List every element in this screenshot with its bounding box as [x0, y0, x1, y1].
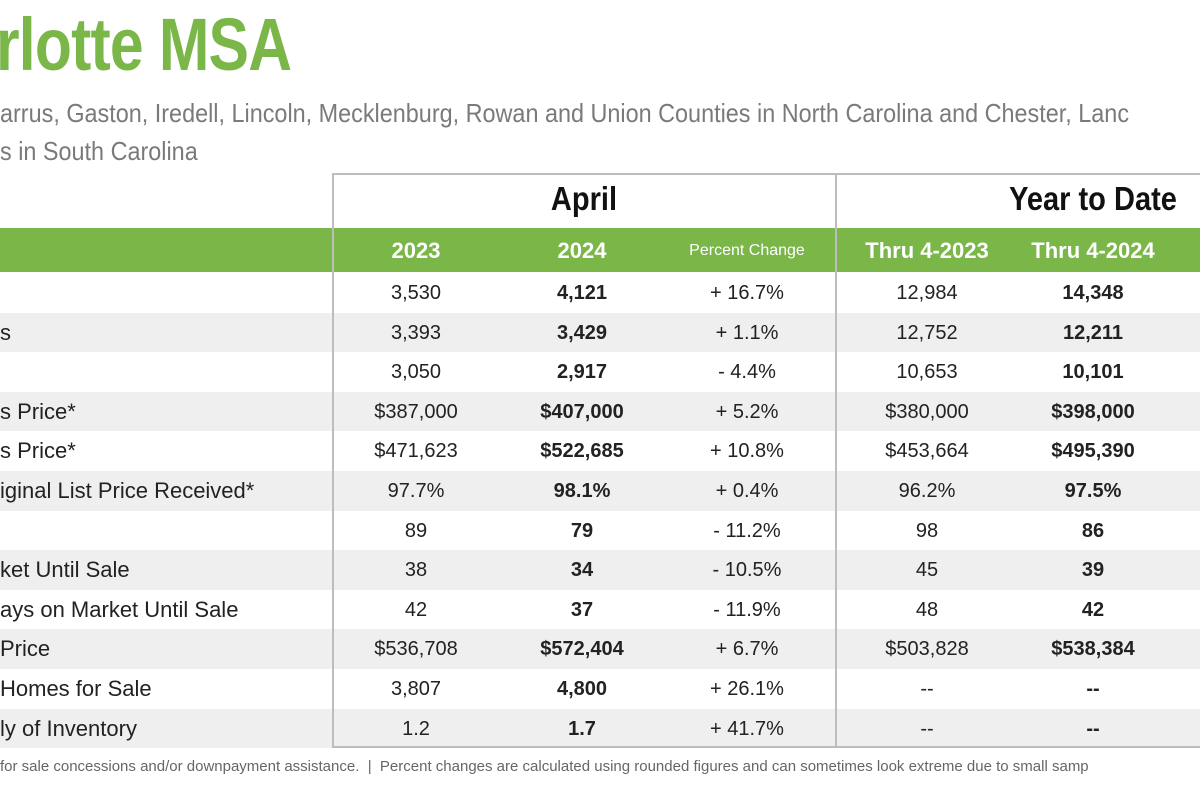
cell: + 26.1%: [710, 678, 784, 700]
cell: $387,000: [374, 400, 458, 423]
cell: + 5.2%: [715, 400, 779, 423]
cell: 1.7: [568, 717, 596, 740]
row: [0, 352, 1200, 392]
footer: for sale concessions and/or downpayment …: [0, 758, 1089, 775]
cell: $407,000: [540, 400, 624, 423]
cell: 79: [570, 519, 594, 542]
header-band: [0, 228, 1200, 272]
cell: 4,121: [556, 282, 608, 304]
cell: --: [920, 717, 934, 740]
cell: - 11.9%: [713, 598, 781, 621]
cell: + 6.7%: [715, 638, 779, 661]
group-header: April: [550, 180, 618, 217]
cell: 3,050: [390, 361, 442, 384]
cell: $538,384: [1051, 638, 1135, 661]
row: [0, 550, 1200, 590]
cell: 2,917: [556, 361, 608, 384]
cell: 10,101: [1062, 361, 1124, 384]
cell: 3,807: [390, 678, 442, 700]
cell: 3,429: [556, 321, 608, 344]
table-border: [332, 746, 1200, 748]
cell: $536,708: [374, 638, 458, 661]
cell: 34: [570, 559, 594, 582]
cell: 98: [915, 519, 939, 542]
cell: 97.5%: [1064, 480, 1122, 502]
subtitle: arrus, Gaston, Iredell, Lincoln, Mecklen…: [0, 98, 1130, 128]
cell: 37: [570, 598, 594, 621]
cell: 38: [404, 559, 428, 582]
cell: - 11.2%: [713, 519, 781, 542]
cell: 12,984: [896, 282, 958, 304]
group-header: Year to Date: [1009, 180, 1177, 217]
cell: 42: [1081, 598, 1105, 621]
cell: - 10.5%: [712, 559, 782, 582]
row: [0, 391, 1200, 432]
row-label: s Price*: [0, 398, 76, 424]
cell: 12,752: [896, 321, 958, 344]
cell: 98.1%: [553, 480, 611, 502]
row-label: s: [0, 319, 11, 345]
cell: --: [920, 678, 934, 700]
row-label: ly of Inventory: [0, 715, 137, 741]
cell: 39: [1081, 559, 1105, 582]
row: [0, 312, 1200, 353]
cell: $503,828: [885, 638, 969, 661]
cell: + 16.7%: [710, 282, 784, 304]
column-header: Thru 4-2024: [1031, 238, 1155, 263]
cell: + 41.7%: [710, 717, 784, 740]
column-header: Percent Change: [689, 242, 805, 259]
row-label: Price: [0, 636, 51, 662]
cell: $453,664: [885, 440, 969, 463]
cell: $380,000: [885, 400, 969, 423]
subtitle: s in South Carolina: [0, 136, 198, 166]
cell: + 0.4%: [715, 480, 779, 502]
cell: - 4.4%: [718, 361, 776, 384]
cell: 12,211: [1062, 321, 1124, 344]
column-header: 2024: [557, 238, 607, 263]
cell: 1.2: [402, 717, 430, 740]
cell: 97.7%: [387, 480, 445, 502]
column-header: 2023: [391, 238, 441, 263]
cell: 86: [1081, 519, 1105, 542]
row: [0, 510, 1200, 551]
cell: 42: [404, 598, 428, 621]
cell: 3,530: [390, 282, 442, 304]
cell: $572,404: [540, 638, 624, 661]
cell: $398,000: [1051, 400, 1135, 423]
row-label: ays on Market Until Sale: [0, 596, 239, 622]
title: rlotte MSA: [0, 3, 292, 86]
row-label: Homes for Sale: [0, 676, 152, 701]
cell: + 1.1%: [715, 321, 779, 344]
cell: 10,653: [896, 361, 958, 384]
cell: 3,393: [390, 321, 442, 344]
cell: $522,685: [540, 440, 624, 463]
row: [0, 629, 1200, 669]
cell: 4,800: [556, 678, 608, 700]
cell: 96.2%: [898, 480, 956, 502]
row: [0, 589, 1200, 630]
row-label: ket Until Sale: [0, 557, 130, 583]
cell: --: [1086, 717, 1100, 740]
row: [0, 471, 1200, 511]
table-border: [333, 173, 1200, 175]
cell: 89: [404, 519, 428, 542]
cell: 45: [915, 559, 939, 582]
row: [0, 431, 1200, 471]
cell: $471,623: [374, 440, 458, 463]
cell: --: [1086, 678, 1100, 700]
column-header: Thru 4-2023: [865, 238, 989, 263]
table-border: [835, 173, 837, 748]
cell: 14,348: [1062, 282, 1124, 304]
cell: $495,390: [1051, 440, 1135, 463]
cell: + 10.8%: [710, 440, 784, 463]
row: [0, 669, 1200, 709]
row-label: iginal List Price Received*: [0, 478, 255, 503]
cell: 48: [915, 598, 939, 621]
row: [0, 708, 1200, 749]
row-label: s Price*: [0, 438, 76, 464]
row: [0, 273, 1200, 313]
table-border: [332, 173, 334, 748]
